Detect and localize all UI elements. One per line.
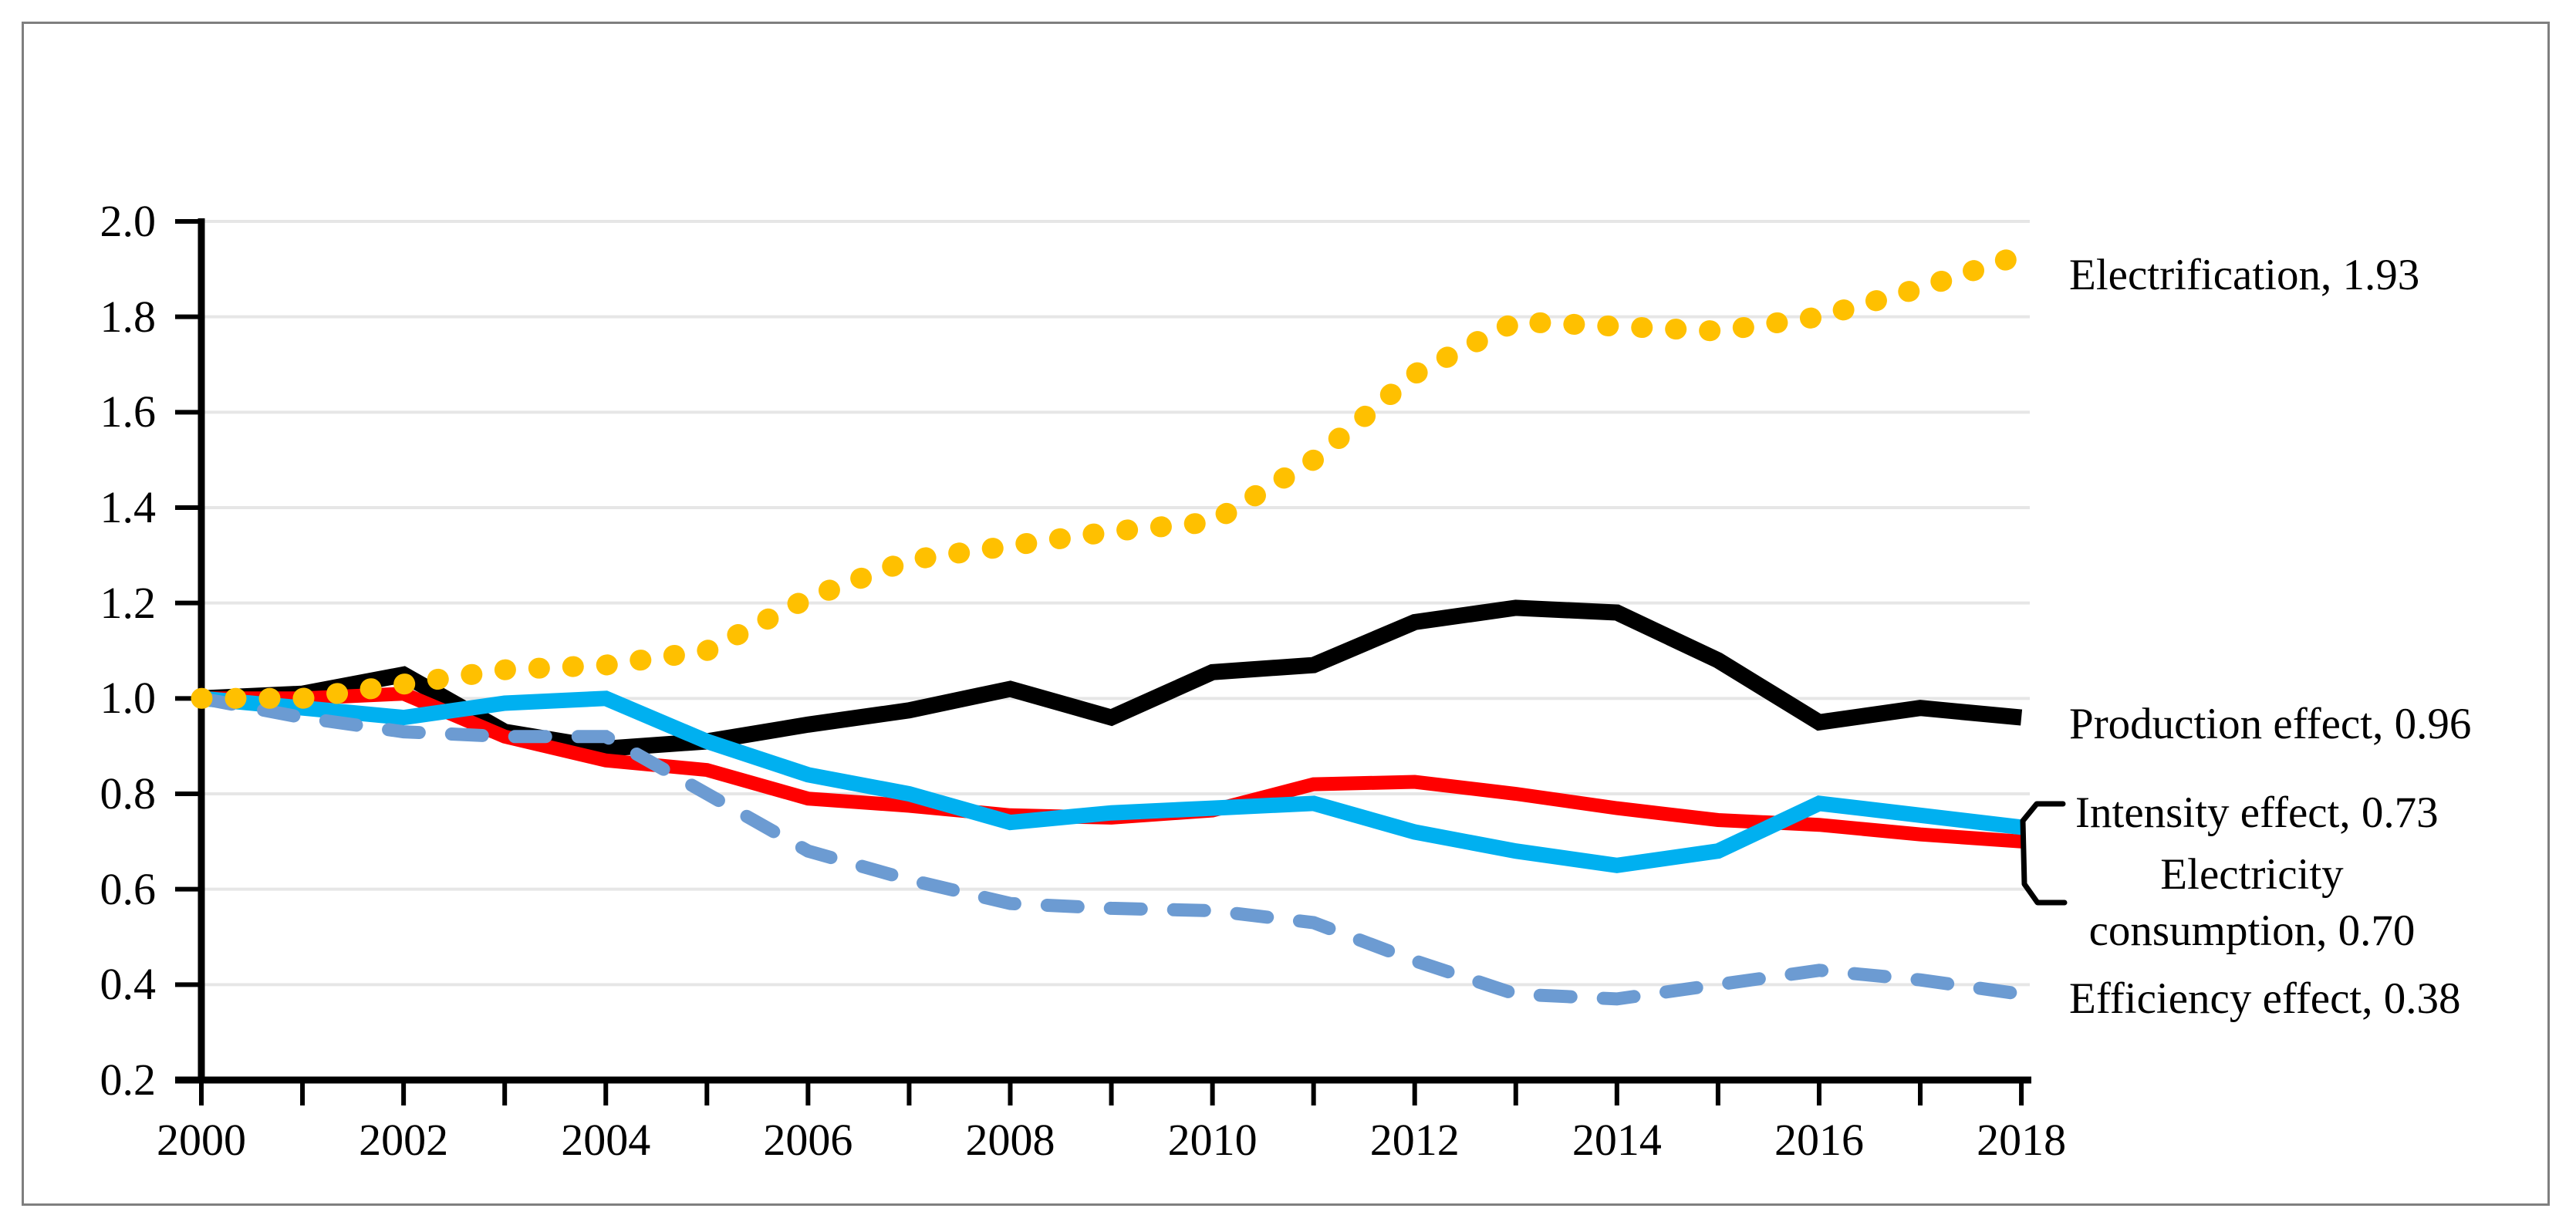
label-efficiency-effect: Efficiency effect, 0.38	[2069, 974, 2461, 1023]
series-line-electrification	[191, 244, 2032, 709]
label-intensity-effect: Intensity effect, 0.73	[2075, 788, 2439, 837]
label-electrification: Electrification, 1.93	[2069, 251, 2420, 299]
label-electricity-consumption: Electricity consumption, 0.70	[2088, 850, 2416, 955]
chart-frame	[22, 22, 2550, 1206]
label-production-effect: Production effect, 0.96	[2069, 700, 2472, 748]
series-line-intensity-effect	[201, 690, 2023, 873]
series-line-efficiency-effect	[194, 691, 2028, 1006]
callout-bracket	[2020, 801, 2068, 906]
